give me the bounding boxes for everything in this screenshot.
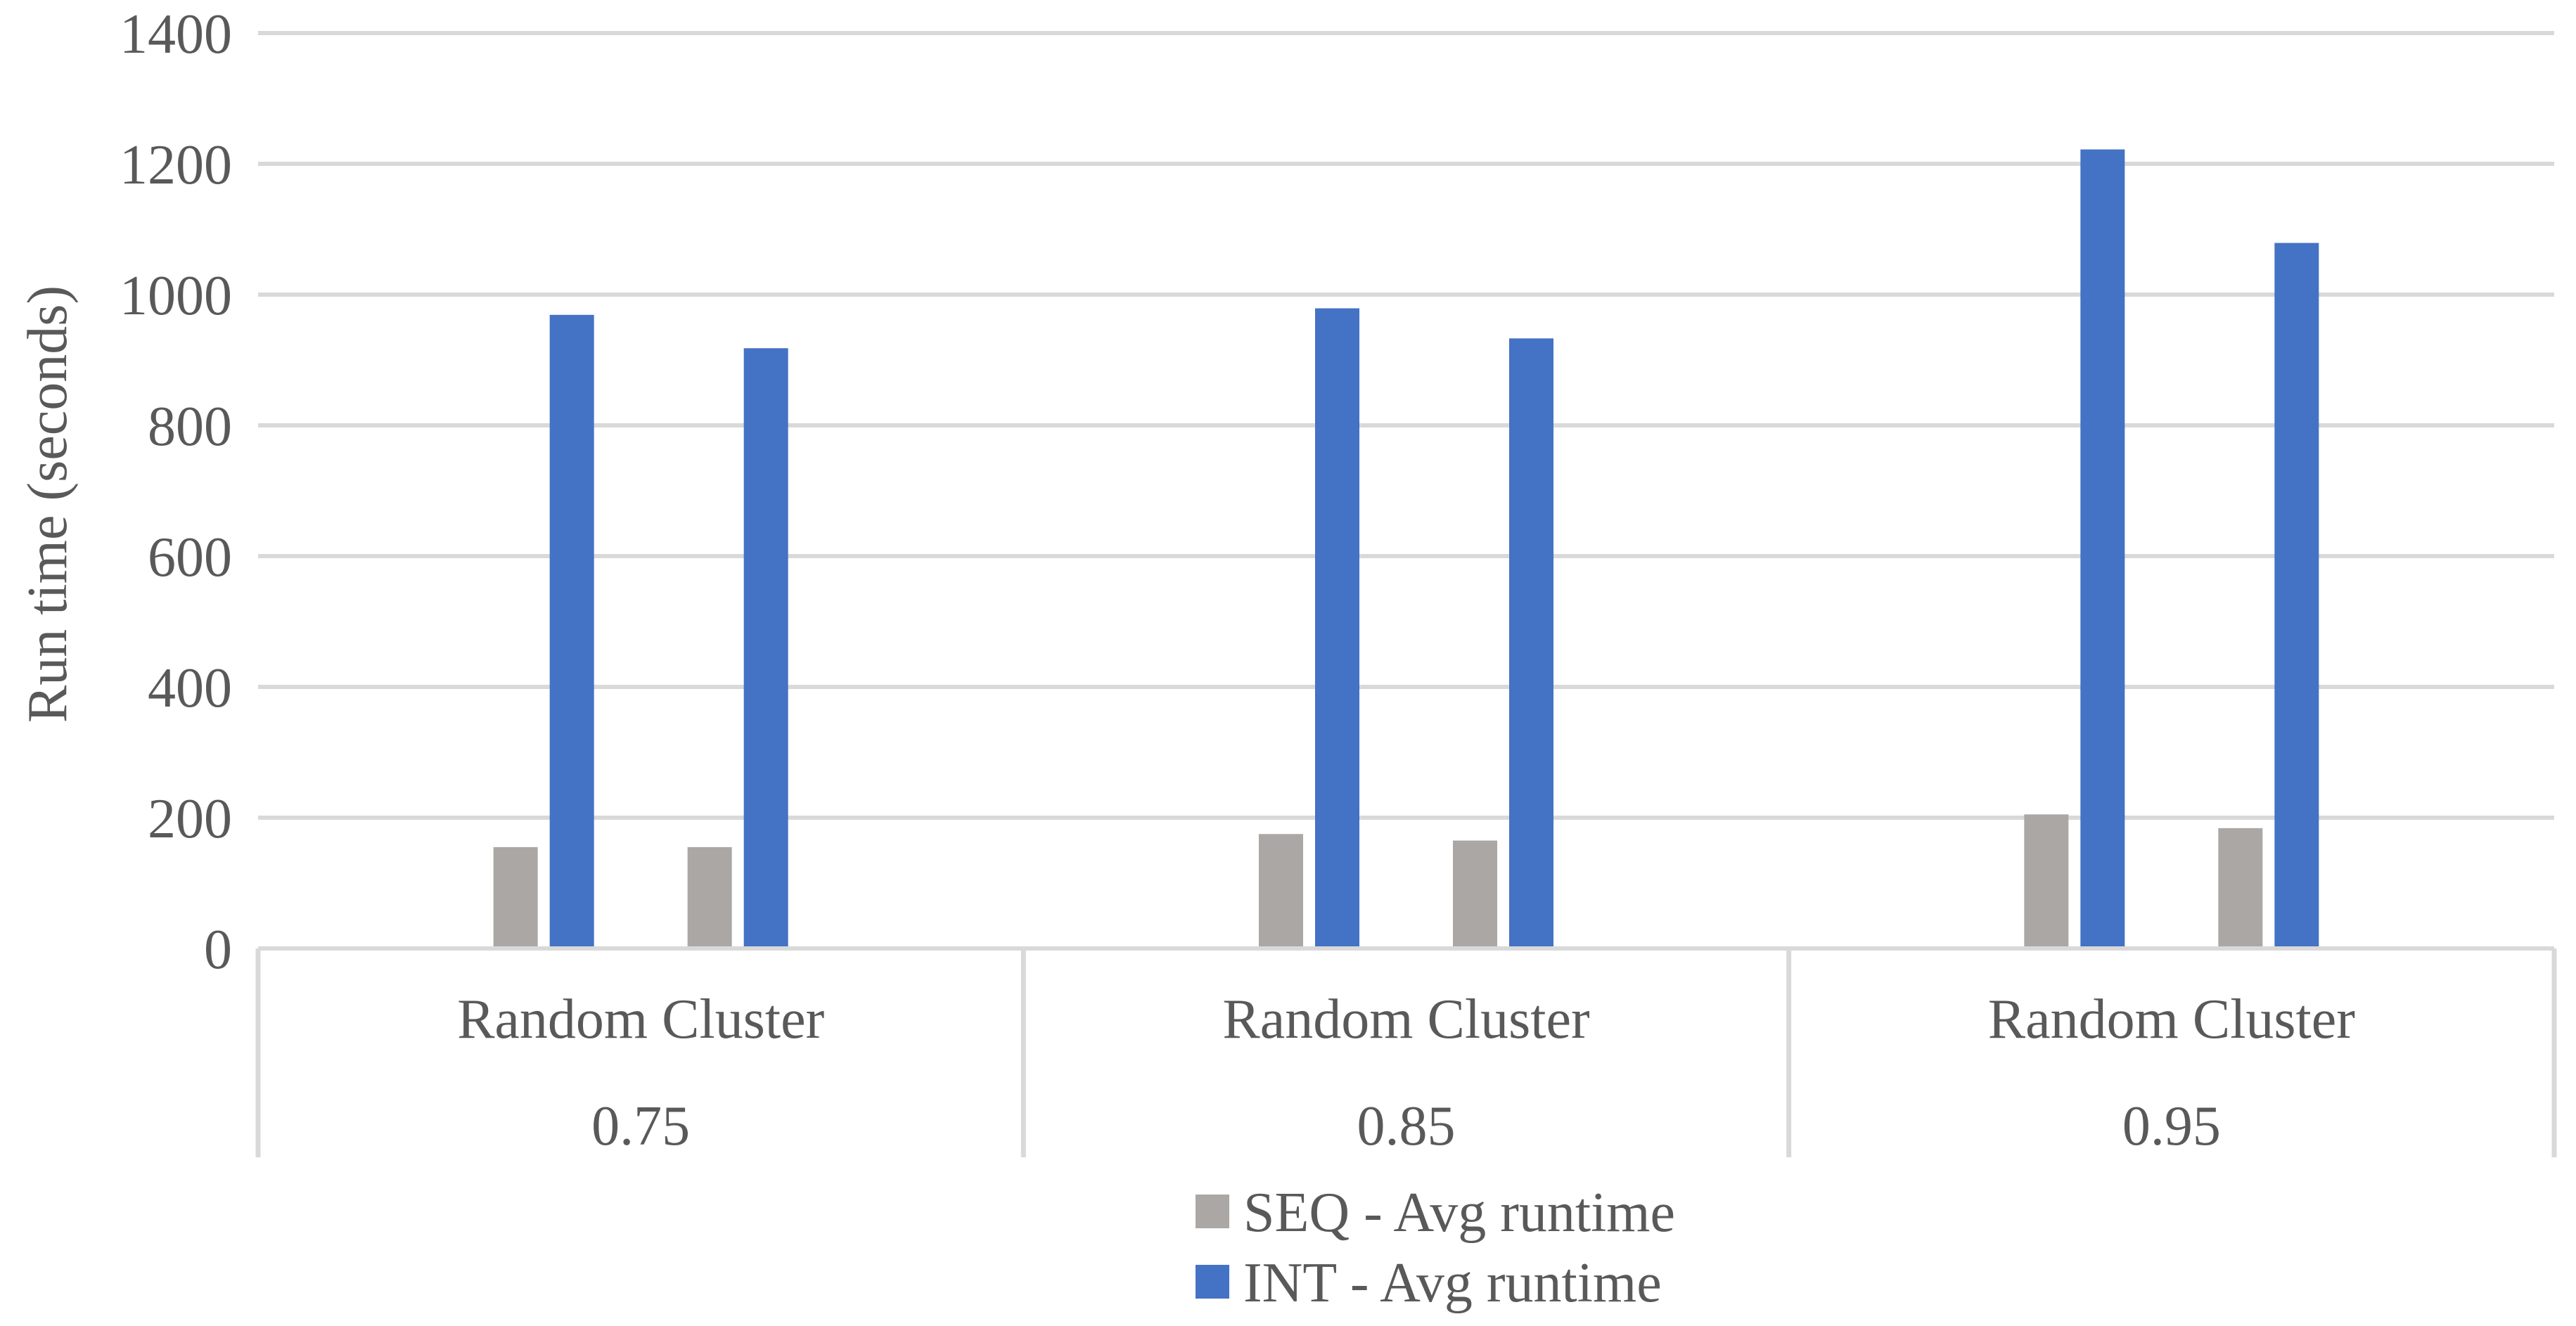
bar-seq-group3-1 — [2024, 814, 2069, 946]
bar-seq-group2-2 — [1453, 840, 1497, 946]
bar-seq-group3-2 — [2218, 828, 2263, 946]
group-label: Random Cluster — [1222, 989, 1589, 1050]
group-label: Random Cluster — [457, 989, 824, 1050]
y-tick-label: 1400 — [120, 4, 232, 65]
bar-int-group2-1 — [1315, 308, 1359, 946]
bar-int-group2-2 — [1509, 338, 1553, 946]
group-sublabel: 0.75 — [591, 1095, 690, 1157]
legend-swatch-seq — [1196, 1195, 1229, 1228]
legend-label-seq: SEQ - Avg runtime — [1243, 1182, 1675, 1244]
y-tick-label: 400 — [148, 657, 232, 719]
y-tick-label: 1200 — [120, 134, 232, 196]
legend-swatch-int — [1196, 1265, 1229, 1299]
y-axis-title: Run time (seconds) — [17, 285, 79, 723]
bar-seq-group1-1 — [493, 847, 538, 946]
bar-int-group1-1 — [549, 314, 594, 947]
group-sublabel: 0.95 — [2122, 1095, 2221, 1157]
y-tick-label: 0 — [204, 919, 232, 981]
y-tick-label: 600 — [148, 527, 232, 588]
legend-label-int: INT - Avg runtime — [1243, 1252, 1662, 1314]
bar-int-group3-2 — [2274, 243, 2319, 946]
y-axis-title-group: Run time (seconds) — [17, 285, 79, 723]
group-sublabel: 0.85 — [1357, 1095, 1456, 1157]
bar-seq-group2-1 — [1259, 834, 1303, 946]
group-label: Random Cluster — [1988, 989, 2355, 1050]
bar-int-group1-2 — [743, 348, 788, 946]
bar-seq-group1-2 — [687, 847, 732, 946]
y-tick-label: 200 — [148, 788, 232, 850]
bar-int-group3-1 — [2080, 149, 2125, 946]
y-tick-label: 800 — [148, 396, 232, 458]
y-tick-label: 1000 — [120, 265, 232, 327]
